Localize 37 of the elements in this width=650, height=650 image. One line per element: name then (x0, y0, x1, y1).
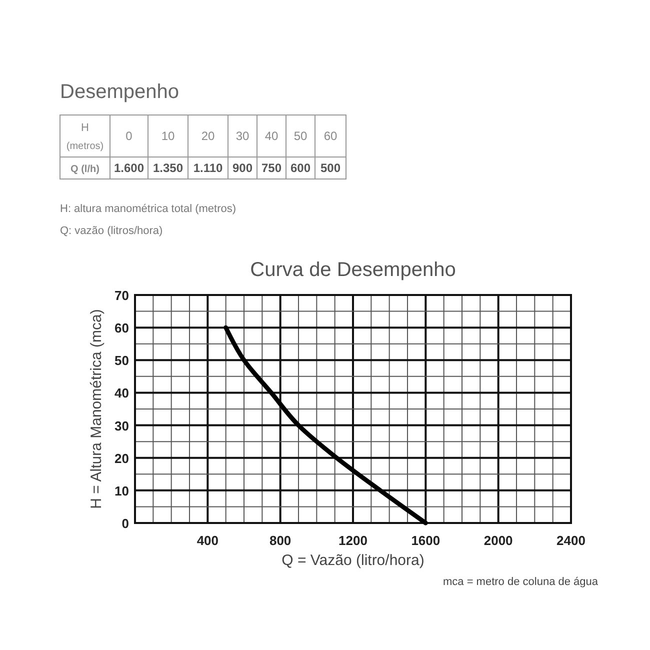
data-label: 600 (290, 161, 311, 175)
x-tick-label: 800 (269, 533, 292, 548)
x-tick-label: 400 (196, 533, 219, 548)
text: Q: vazão (litros/hora) (60, 225, 163, 237)
y-tick-label: 70 (114, 288, 129, 303)
x-tick-label: 1200 (338, 533, 368, 548)
y-tick-label: Q (l/h) (70, 164, 100, 175)
data-label: 1.110 (193, 161, 224, 175)
data-label: 1.350 (152, 161, 184, 175)
x-tick-label: 2400 (556, 533, 586, 548)
x-tick-label: 30 (236, 129, 250, 143)
y-tick-label: 60 (114, 320, 129, 336)
x-axis-title: Q = Vazão (litro/hora) (282, 552, 424, 569)
x-tick-label: 1600 (411, 533, 440, 548)
chart-title: Curva de Desempenho (250, 259, 456, 281)
text: H: altura manométrica total (metros) (60, 203, 236, 215)
y-tick-label: 50 (114, 353, 129, 368)
y-tick-label: 10 (114, 483, 129, 498)
chart-title: Desempenho (60, 81, 179, 103)
y-tick-label: 30 (114, 418, 129, 434)
text: mca = metro de coluna de água (442, 576, 599, 588)
y-tick-label: 20 (114, 450, 129, 466)
line-series (224, 325, 428, 526)
x-tick-label: 50 (294, 129, 308, 143)
x-axis-title: H (metros) (66, 122, 104, 152)
data-label: 900 (232, 161, 253, 175)
data-label: 750 (261, 161, 282, 175)
y-tick-label: 0 (122, 516, 129, 531)
x-tick-label: 2000 (484, 533, 513, 548)
data-label: 1.600 (114, 161, 144, 175)
y-tick-label: 40 (114, 386, 129, 401)
y-axis-title: H = Altura Manométrica (mca) (88, 309, 105, 509)
x-tick-label: 60 (324, 129, 338, 143)
x-tick-label: 40 (264, 129, 278, 143)
data-label: 500 (320, 161, 341, 175)
x-tick-label: 20 (201, 129, 215, 143)
x-tick-label: 10 (161, 129, 175, 143)
